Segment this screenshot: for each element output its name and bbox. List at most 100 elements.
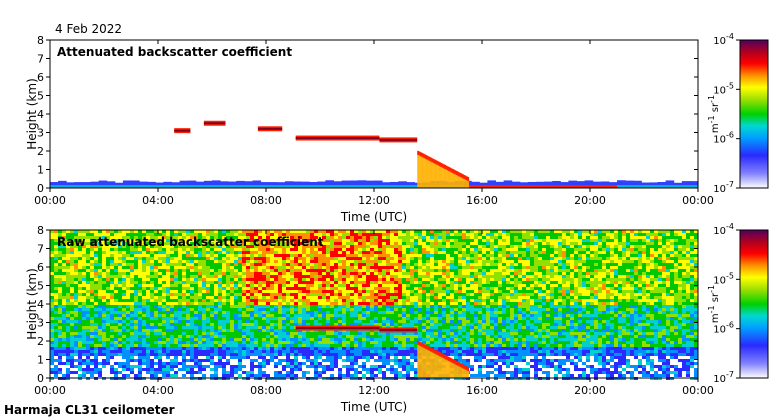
noise-cell <box>134 272 138 275</box>
noise-cell <box>674 266 678 269</box>
noise-cell <box>322 254 326 257</box>
noise-cell <box>110 254 114 257</box>
noise-cell <box>146 305 150 308</box>
noise-cell <box>390 260 394 263</box>
noise-cell <box>670 299 674 302</box>
noise-cell <box>102 299 106 302</box>
noise-cell <box>258 290 262 293</box>
noise-cell <box>318 287 322 290</box>
noise-cell <box>474 230 478 233</box>
noise-cell <box>594 254 598 257</box>
noise-cell <box>622 266 626 269</box>
noise-cell <box>638 278 642 281</box>
noise-cell <box>314 299 318 302</box>
noise-cell <box>178 290 182 293</box>
noise-cell <box>550 302 554 305</box>
noise-cell <box>590 266 594 269</box>
descending-layer-fill <box>421 154 423 188</box>
noise-cell <box>158 251 162 254</box>
noise-cell <box>266 245 270 248</box>
noise-cell <box>54 263 58 266</box>
noise-cell <box>174 296 178 299</box>
noise-cell <box>70 287 74 290</box>
noise-cell <box>154 272 158 275</box>
noise-cell <box>66 236 70 239</box>
noise-cell <box>538 296 542 299</box>
noise-cell <box>290 272 294 275</box>
noise-cell <box>630 266 634 269</box>
noise-cell <box>214 260 218 263</box>
noise-cell <box>338 293 342 296</box>
noise-cell <box>182 257 186 260</box>
noise-cell <box>338 269 342 272</box>
noise-cell <box>70 257 74 260</box>
noise-cell <box>294 230 298 233</box>
noise-cell <box>314 245 318 248</box>
noise-cell <box>182 278 186 281</box>
noise-cell <box>194 302 198 305</box>
noise-cell <box>650 293 654 296</box>
noise-cell <box>326 266 330 269</box>
noise-cell <box>90 245 94 248</box>
noise-cell <box>562 233 566 236</box>
noise-cell <box>534 284 538 287</box>
noise-cell <box>482 254 486 257</box>
noise-cell <box>270 254 274 257</box>
surface-layer-cell <box>228 181 237 188</box>
noise-cell <box>350 236 354 239</box>
noise-cell <box>210 257 214 260</box>
surface-layer-cell <box>341 180 351 188</box>
noise-cell <box>690 257 694 260</box>
noise-cell <box>98 263 102 266</box>
noise-cell <box>526 260 530 263</box>
noise-cell <box>194 299 198 302</box>
noise-cell <box>274 311 278 314</box>
noise-cell <box>454 275 458 278</box>
noise-cell <box>394 266 398 269</box>
noise-cell <box>94 296 98 299</box>
noise-cell <box>50 278 54 281</box>
noise-cell <box>370 269 374 272</box>
noise-cell <box>578 302 582 305</box>
noise-cell <box>570 296 574 299</box>
noise-cell <box>490 266 494 269</box>
noise-cell <box>498 290 502 293</box>
noise-cell <box>206 263 210 266</box>
noise-cell <box>102 311 106 314</box>
noise-cell <box>282 287 286 290</box>
noise-cell <box>630 302 634 305</box>
noise-cell <box>590 290 594 293</box>
noise-cell <box>58 257 62 260</box>
noise-cell <box>378 299 382 302</box>
noise-cell <box>358 245 362 248</box>
noise-cell <box>102 305 106 308</box>
noise-cell <box>566 257 570 260</box>
noise-cell <box>366 251 370 254</box>
noise-cell <box>542 236 546 239</box>
noise-cell <box>230 230 234 233</box>
noise-cell <box>438 254 442 257</box>
descending-layer-fill <box>456 173 459 188</box>
noise-cell <box>662 287 666 290</box>
noise-cell <box>158 284 162 287</box>
noise-cell <box>318 278 322 281</box>
noise-cell <box>334 290 338 293</box>
noise-cell <box>226 248 230 251</box>
noise-cell <box>378 251 382 254</box>
noise-cell <box>630 305 634 308</box>
noise-cell <box>246 311 250 314</box>
noise-cell <box>582 248 586 251</box>
noise-cell <box>490 257 494 260</box>
noise-cell <box>586 290 590 293</box>
noise-cell <box>614 311 618 314</box>
noise-cell <box>422 233 426 236</box>
noise-cell <box>550 254 554 257</box>
noise-cell <box>342 290 346 293</box>
noise-cell <box>58 302 62 305</box>
noise-cell <box>126 290 130 293</box>
noise-cell <box>582 242 586 245</box>
noise-cell <box>398 263 402 266</box>
noise-cell <box>182 281 186 284</box>
noise-cell <box>398 287 402 290</box>
noise-cell <box>50 236 54 239</box>
